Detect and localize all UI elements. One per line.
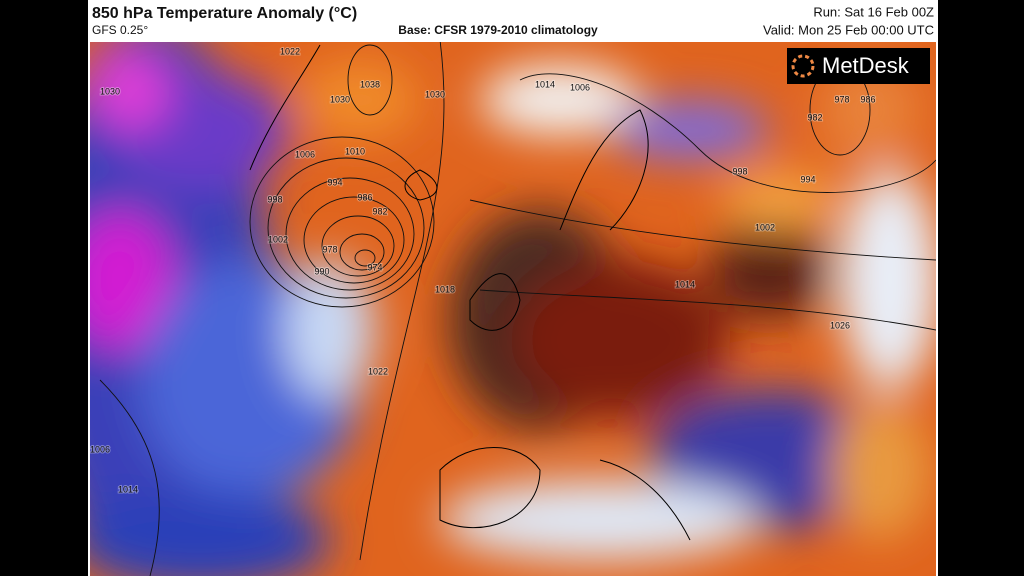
isobar-label: 1022 bbox=[280, 46, 300, 56]
isobar-label: 998 bbox=[732, 166, 747, 176]
isobar-label: 994 bbox=[327, 177, 342, 187]
coastlines bbox=[249, 44, 691, 541]
model: GFS 0.25° bbox=[92, 23, 148, 37]
run: Run: Sat 16 Feb 00Z bbox=[813, 4, 934, 19]
isobar-label: 986 bbox=[860, 94, 875, 104]
isobar-label: 998 bbox=[267, 194, 282, 204]
map: 1022 1030 1030 1038 1030 1014 1006 982 978 986 100… bbox=[90, 42, 936, 576]
isobar-label: 1006 bbox=[295, 149, 315, 159]
isobar-label: 1014 bbox=[675, 279, 695, 289]
isobar-labels: 1022 1030 1030 1038 1030 1014 1006 982 978 986 100… bbox=[90, 45, 877, 495]
isobar-label: 1006 bbox=[570, 82, 590, 92]
isobars bbox=[99, 42, 936, 576]
isobar-label: 978 bbox=[834, 94, 849, 104]
isobar-label: 986 bbox=[357, 192, 372, 202]
title: 850 hPa Temperature Anomaly (°C) bbox=[92, 5, 357, 22]
isobar-label: 1010 bbox=[345, 146, 365, 156]
isobar-label: 994 bbox=[800, 174, 815, 184]
isobar-label: 1030 bbox=[330, 94, 350, 104]
isobar-label: 1018 bbox=[435, 284, 455, 294]
isobar-label: 1026 bbox=[830, 320, 850, 330]
isobar-label: 1030 bbox=[425, 89, 445, 99]
isobar-label: 1014 bbox=[535, 79, 555, 89]
logo-box bbox=[787, 48, 930, 84]
isobar-label: 982 bbox=[372, 206, 387, 216]
isobar-label: 990 bbox=[314, 266, 329, 276]
anomaly-field bbox=[90, 42, 936, 576]
isobar-label: 978 bbox=[322, 244, 337, 254]
isobar-label: 1038 bbox=[360, 79, 380, 89]
base: Base: CFSR 1979-2010 climatology bbox=[398, 23, 598, 37]
isobar-label: 1022 bbox=[368, 366, 388, 376]
isobar-label: 1002 bbox=[755, 222, 775, 232]
logo: MetDesk bbox=[822, 53, 910, 78]
isobar-label: 1014 bbox=[118, 484, 138, 494]
logo-icon bbox=[791, 54, 815, 78]
valid: Valid: Mon 25 Feb 00:00 UTC bbox=[763, 22, 934, 37]
isobar-label: 982 bbox=[807, 112, 822, 122]
isobar-label: 1002 bbox=[268, 234, 288, 244]
isobar-label: 1006 bbox=[90, 444, 110, 454]
isobar-label: 974 bbox=[367, 262, 382, 272]
isobar-label: 1030 bbox=[100, 86, 120, 96]
